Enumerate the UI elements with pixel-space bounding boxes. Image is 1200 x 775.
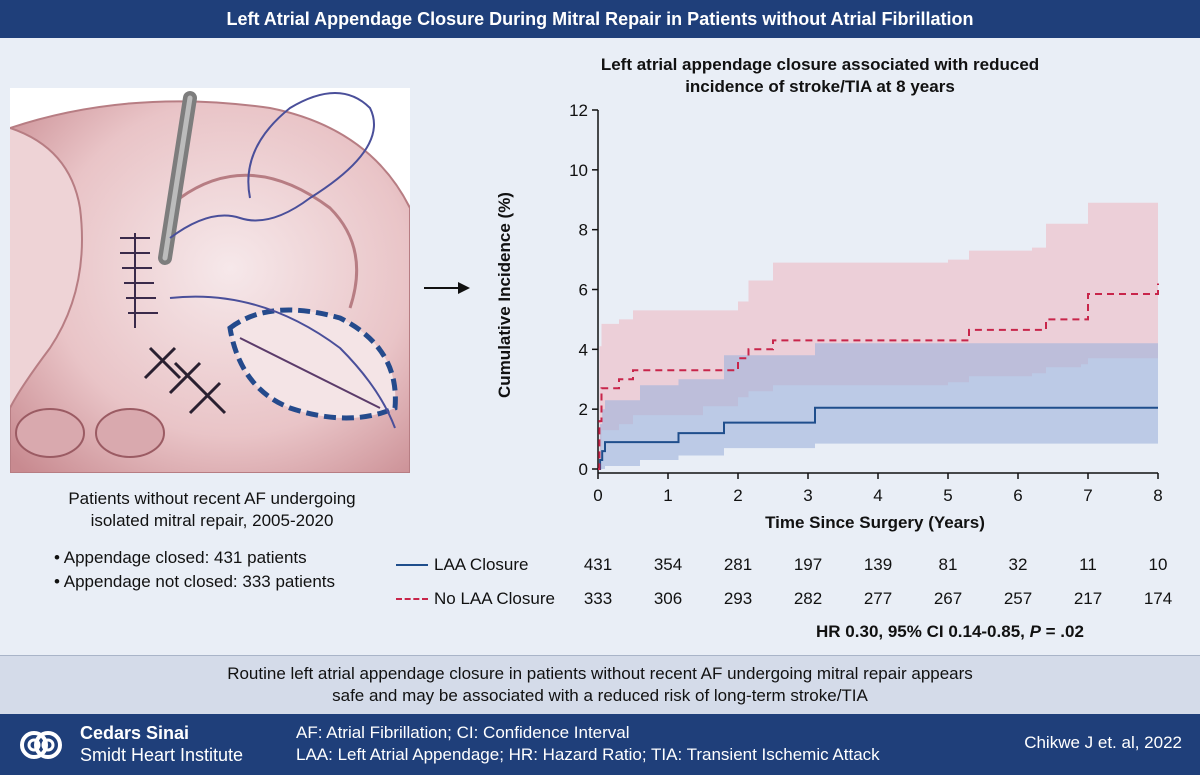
risk-laa-value: 81 [938, 555, 958, 574]
legend-no-laa-line [396, 598, 428, 600]
y-tick-label: 2 [579, 400, 588, 419]
hr-p-label: P [1029, 622, 1041, 641]
risk-laa-value: 139 [863, 555, 893, 574]
header-title: Left Atrial Appendage Closure During Mit… [226, 8, 974, 29]
legend-laa-line [396, 564, 428, 566]
legend-laa: LAA Closure [396, 555, 529, 575]
y-tick-label: 4 [579, 340, 588, 359]
risk-laa-value: 10 [1148, 555, 1168, 574]
cedars-sinai-logo-icon [20, 731, 62, 759]
abbrev-line-2: LAA: Left Atrial Appendage; HR: Hazard R… [296, 745, 880, 764]
abbreviations: AF: Atrial Fibrillation; CI: Confidence … [296, 722, 880, 766]
laa-confidence-band [598, 343, 1158, 469]
x-tick-label: 6 [1013, 486, 1022, 505]
risk-laa-value: 11 [1079, 555, 1097, 574]
abbrev-line-1: AF: Atrial Fibrillation; CI: Confidence … [296, 723, 630, 742]
y-tick-label: 12 [569, 101, 588, 120]
header-banner: Left Atrial Appendage Closure During Mit… [0, 0, 1200, 38]
laa-closure-line [598, 406, 1158, 470]
y-tick-label: 10 [569, 161, 588, 180]
legend-no-laa: No LAA Closure [396, 589, 555, 609]
no-laa-closure-line [598, 283, 1159, 470]
risk-no-laa-value: 333 [583, 589, 613, 608]
risk-no-laa-value: 282 [793, 589, 823, 608]
org-sub: Smidt Heart Institute [80, 745, 244, 765]
hr-main: HR 0.30, 95% CI 0.14-0.85, [816, 622, 1030, 641]
risk-no-laa-value: 174 [1143, 589, 1173, 608]
conclusion-banner: Routine left atrial appendage closure in… [0, 655, 1200, 715]
cohort-line-1: Patients without recent AF undergoing [68, 489, 356, 508]
conclusion-line-2: safe and may be associated with a reduce… [332, 686, 868, 705]
y-axis-label: Cumulative Incidence (%) [495, 192, 514, 398]
cohort-line-2: isolated mitral repair, 2005-2020 [90, 511, 334, 530]
risk-laa-value: 197 [793, 555, 823, 574]
risk-no-laa-value: 277 [863, 589, 893, 608]
footer-bar: Cedars Sinai Smidt Heart Institute AF: A… [0, 714, 1200, 775]
risk-laa-value: 32 [1008, 555, 1028, 574]
risk-no-laa-value: 217 [1073, 589, 1103, 608]
x-tick-label: 5 [943, 486, 952, 505]
x-tick-label: 2 [733, 486, 742, 505]
risk-no-laa-value: 267 [933, 589, 963, 608]
risk-laa-value: 354 [653, 555, 683, 574]
legend-no-laa-label: No LAA Closure [434, 589, 555, 608]
patient-counts: • Appendage closed: 431 patients • Appen… [54, 546, 335, 594]
bullet-not-closed: • Appendage not closed: 333 patients [54, 572, 336, 591]
y-tick-label: 6 [579, 281, 588, 300]
x-tick-label: 1 [663, 486, 672, 505]
x-tick-label: 3 [803, 486, 812, 505]
surgical-illustration [10, 88, 410, 473]
x-axis-label: Time Since Surgery (Years) [765, 513, 985, 532]
x-tick-label: 7 [1083, 486, 1092, 505]
legend-laa-label: LAA Closure [434, 555, 529, 574]
x-tick-label: 4 [873, 486, 882, 505]
hr-p-value: = .02 [1040, 622, 1084, 641]
cohort-description: Patients without recent AF undergoing is… [14, 488, 410, 532]
y-tick-label: 0 [579, 460, 588, 479]
org-name: Cedars Sinai [80, 723, 190, 743]
risk-no-laa-value: 293 [723, 589, 753, 608]
risk-no-laa-value: 306 [653, 589, 683, 608]
y-tick-label: 8 [579, 221, 588, 240]
series-lines [598, 283, 1159, 470]
conclusion-line-1: Routine left atrial appendage closure in… [227, 664, 973, 683]
hazard-ratio: HR 0.30, 95% CI 0.14-0.85, P = .02 [740, 622, 1160, 642]
risk-laa-value: 431 [583, 555, 613, 574]
x-tick-label: 8 [1153, 486, 1162, 505]
confidence-bands [598, 184, 1158, 470]
x-tick-label: 0 [593, 486, 602, 505]
chart-title: Left atrial appendage closure associated… [600, 55, 1040, 96]
organization: Cedars Sinai Smidt Heart Institute [80, 722, 243, 766]
bullet-closed: • Appendage closed: 431 patients [54, 548, 307, 567]
risk-laa-value: 281 [723, 555, 753, 574]
right-arrow-icon [424, 282, 470, 294]
risk-no-laa-value: 257 [1003, 589, 1033, 608]
citation: Chikwe J et. al, 2022 [1024, 733, 1182, 752]
